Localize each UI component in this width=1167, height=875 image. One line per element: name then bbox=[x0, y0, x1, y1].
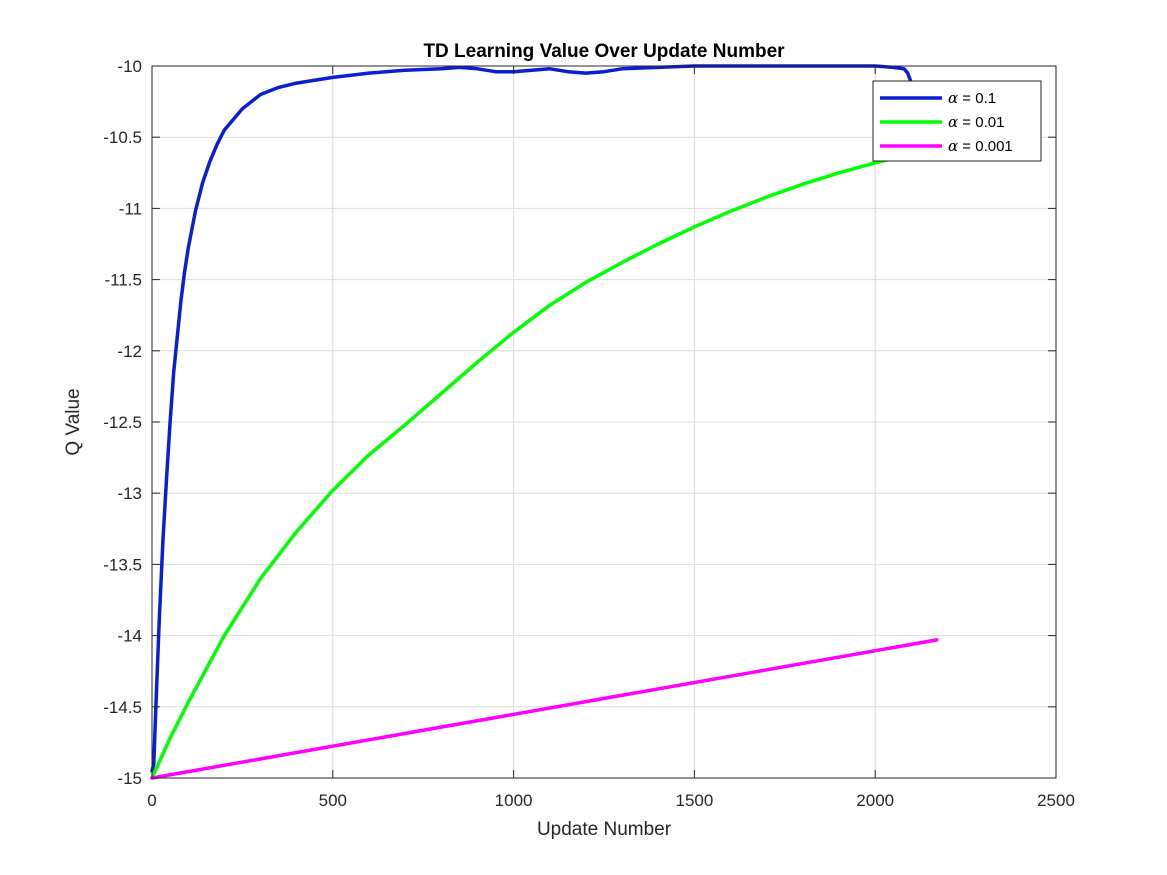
y-tick-label: -11.5 bbox=[105, 271, 143, 290]
chart-title: TD Learning Value Over Update Number bbox=[423, 41, 785, 62]
x-tick-label: 0 bbox=[147, 791, 156, 810]
y-tick-label: -14 bbox=[117, 627, 142, 646]
y-tick-labels: -15 -14.5 -14 -13.5 -13 -12.5 -12 -11.5 -11 -10.5… bbox=[103, 57, 142, 788]
x-tick-label: 1000 bbox=[495, 791, 533, 810]
legend-label-alpha-0-001: α = 0.001 bbox=[948, 137, 1013, 155]
y-tick-label: -13.5 bbox=[103, 555, 142, 574]
legend-greek-alpha-0-01: α bbox=[948, 113, 958, 131]
x-tick-label: 2500 bbox=[1037, 791, 1075, 810]
y-tick-label: -14.5 bbox=[103, 698, 142, 717]
legend: α = 0.1α = 0.01α = 0.001 bbox=[872, 80, 1042, 162]
y-tick-label: -11 bbox=[119, 199, 142, 218]
y-tick-label: -10 bbox=[117, 57, 142, 76]
axis-ticks bbox=[151, 65, 1057, 779]
legend-value-alpha-0-01: = 0.01 bbox=[958, 114, 1004, 131]
y-tick-label: -10.5 bbox=[103, 128, 142, 147]
x-tick-label: 1500 bbox=[675, 791, 713, 810]
legend-label-alpha-0-01: α = 0.01 bbox=[948, 113, 1004, 131]
series-line-alpha-0-01 bbox=[150, 152, 914, 780]
y-axis-label: Q Value bbox=[63, 388, 84, 455]
x-axis-label: Update Number bbox=[537, 819, 672, 840]
legend-value-alpha-0-1: = 0.1 bbox=[958, 90, 996, 107]
grid-lines bbox=[152, 66, 1056, 778]
legend-greek-alpha-0-1: α bbox=[948, 89, 958, 107]
y-tick-label: -12 bbox=[117, 342, 142, 361]
legend-value-alpha-0-001: = 0.001 bbox=[958, 138, 1013, 155]
legend-items: α = 0.1α = 0.01α = 0.001 bbox=[880, 89, 1013, 155]
x-tick-labels: 0 500 1000 1500 2000 2500 bbox=[147, 791, 1075, 810]
x-tick-label: 500 bbox=[319, 791, 347, 810]
y-tick-label: -15 bbox=[117, 769, 142, 788]
y-tick-label: -13 bbox=[117, 484, 142, 503]
x-tick-label: 2000 bbox=[856, 791, 894, 810]
legend-label-alpha-0-1: α = 0.1 bbox=[948, 89, 996, 107]
y-tick-label: -12.5 bbox=[103, 413, 142, 432]
series-line-alpha-0-001 bbox=[150, 638, 939, 780]
legend-greek-alpha-0-001: α bbox=[948, 137, 958, 155]
